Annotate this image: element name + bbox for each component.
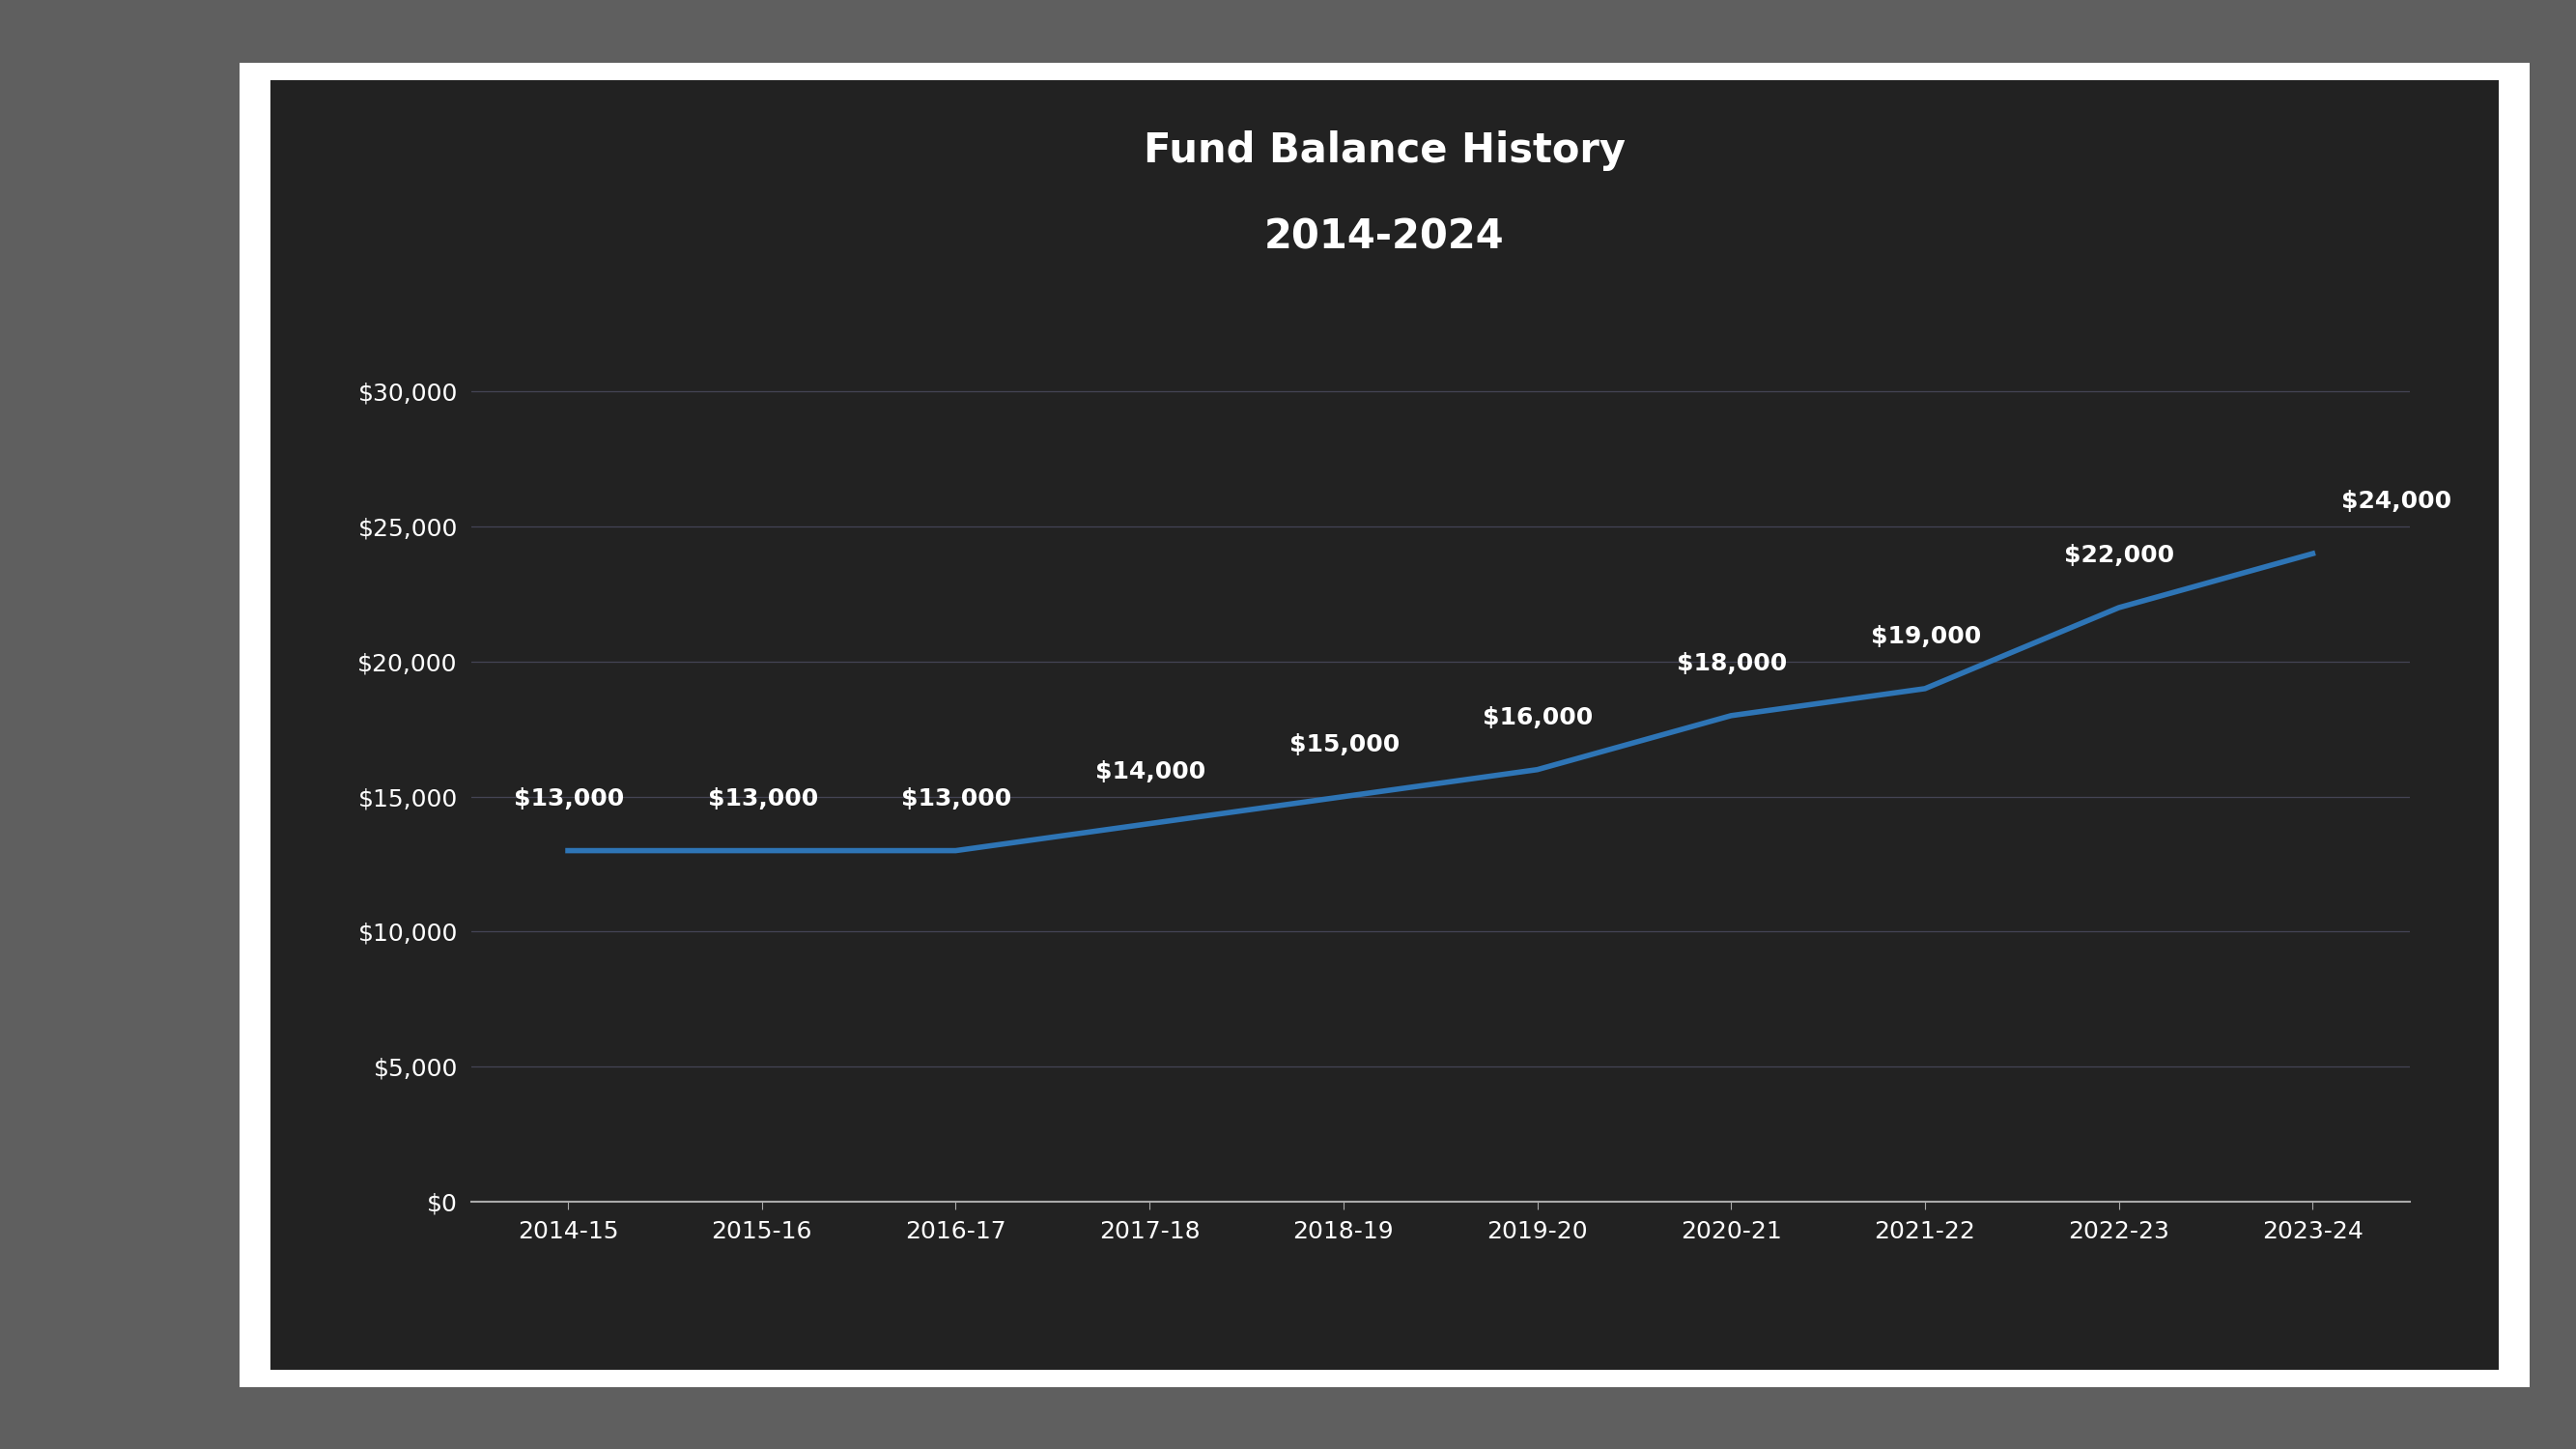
Text: $14,000: $14,000	[1095, 759, 1206, 782]
Text: $22,000: $22,000	[2063, 543, 2174, 567]
Text: $18,000: $18,000	[1677, 652, 1788, 675]
Text: 2014-2024: 2014-2024	[1265, 217, 1504, 258]
Text: $16,000: $16,000	[1484, 706, 1595, 729]
Text: $13,000: $13,000	[708, 787, 817, 810]
Text: $15,000: $15,000	[1288, 733, 1399, 756]
Text: $24,000: $24,000	[2342, 490, 2452, 513]
Text: $13,000: $13,000	[513, 787, 623, 810]
Text: Fund Balance History: Fund Balance History	[1144, 130, 1625, 171]
Text: $19,000: $19,000	[1870, 625, 1981, 648]
Text: $13,000: $13,000	[902, 787, 1012, 810]
